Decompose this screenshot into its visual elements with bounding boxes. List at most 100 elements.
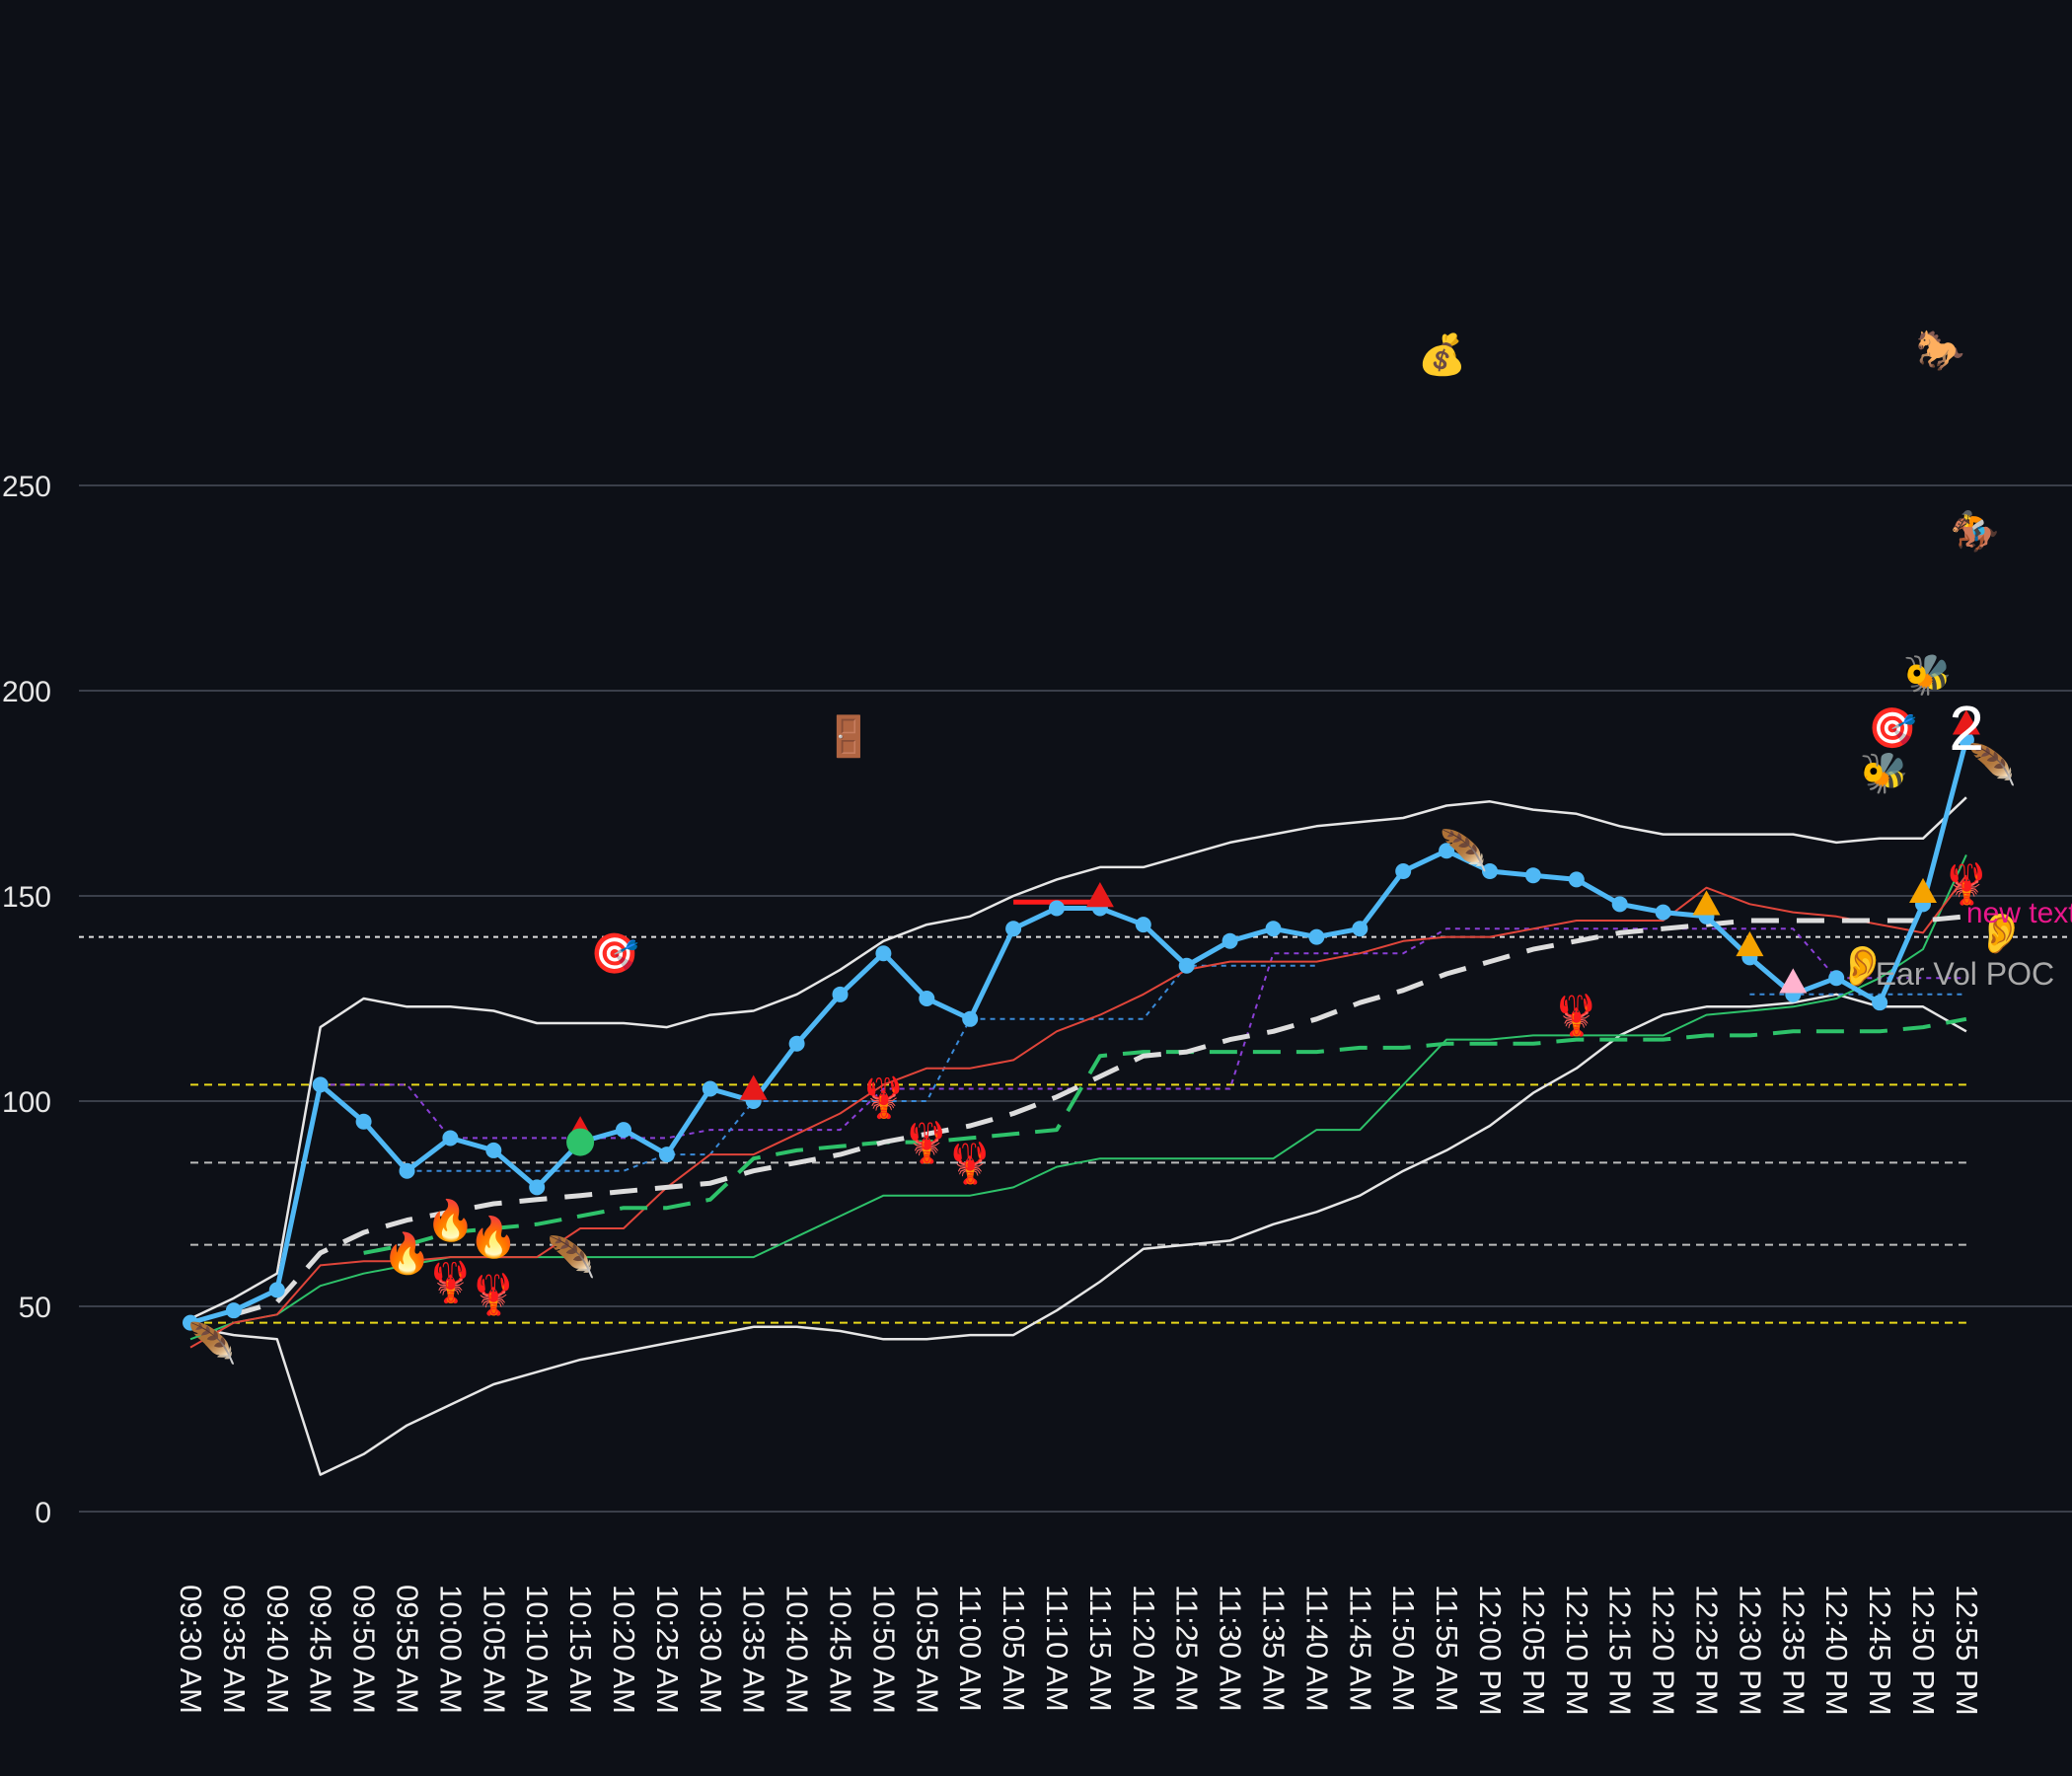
x-tick-label: 09:50 AM xyxy=(347,1585,382,1714)
price-point xyxy=(268,1282,285,1298)
price-point xyxy=(355,1113,372,1130)
x-tick-label: 12:20 PM xyxy=(1647,1585,1681,1716)
annotation-label: 2 xyxy=(1949,693,1984,764)
x-tick-label: 12:15 PM xyxy=(1603,1585,1638,1716)
emoji-annotations: 🪶🪶🪶🪶🔥🔥🔥🦞🦞🦞🦞🦞🦞🦞🎯🎯🚪💰 🐎🏇🐝🐝👂👂 xyxy=(187,329,2026,1368)
price-points xyxy=(183,731,1974,1331)
x-tick-label: 12:50 PM xyxy=(1906,1585,1941,1716)
emoji-marker: 🐎 xyxy=(1916,329,1965,374)
x-tick-label: 11:40 AM xyxy=(1299,1585,1334,1712)
x-tick-label: 11:15 AM xyxy=(1083,1585,1118,1712)
x-tick-label: 12:35 PM xyxy=(1776,1585,1811,1716)
emoji-marker: 🎯 xyxy=(590,931,639,977)
price-point xyxy=(1568,871,1585,888)
price-point xyxy=(962,1010,979,1027)
price-point xyxy=(1611,896,1628,913)
signal-triangle-marker xyxy=(1909,877,1937,904)
emoji-marker: 🔥 xyxy=(383,1230,432,1277)
emoji-marker: 🪶 xyxy=(1967,741,2017,788)
x-tick-label: 12:25 PM xyxy=(1690,1585,1725,1716)
x-tick-label: 11:00 AM xyxy=(953,1585,988,1712)
price-point xyxy=(1655,904,1671,921)
price-point xyxy=(1352,921,1369,937)
emoji-marker: 🦞 xyxy=(1552,993,1601,1039)
x-tick-label: 11:10 AM xyxy=(1040,1585,1074,1712)
x-tick-label: 10:25 AM xyxy=(650,1585,685,1714)
price-point xyxy=(1221,932,1238,949)
series-blue-dotted xyxy=(407,964,1966,1172)
y-tick-label: 50 xyxy=(19,1292,51,1324)
x-tick-label: 11:35 AM xyxy=(1257,1585,1292,1712)
signal-circle-marker xyxy=(566,1128,595,1156)
price-point xyxy=(875,945,892,962)
price-point xyxy=(919,991,935,1006)
series-green-dashed xyxy=(363,1016,1967,1255)
x-tick-label: 10:50 AM xyxy=(866,1585,901,1714)
emoji-marker: 🏇 xyxy=(1951,509,2000,555)
x-tick-label: 11:05 AM xyxy=(997,1585,1031,1712)
emoji-marker: 🦞 xyxy=(902,1120,951,1166)
price-point xyxy=(616,1122,631,1139)
x-tick-label: 11:45 AM xyxy=(1343,1585,1377,1712)
x-tick-label: 11:55 AM xyxy=(1430,1585,1464,1712)
x-tick-label: 11:30 AM xyxy=(1214,1585,1248,1712)
x-tick-label: 10:30 AM xyxy=(694,1585,728,1714)
emoji-marker: 🔥 xyxy=(425,1198,475,1244)
y-tick-label: 250 xyxy=(2,471,51,503)
emoji-marker: 🐝 xyxy=(1902,652,1952,698)
price-point xyxy=(1049,900,1065,917)
emoji-marker: 🦞 xyxy=(1942,861,1991,908)
x-tick-label: 09:55 AM xyxy=(391,1585,425,1714)
x-tick-label: 09:35 AM xyxy=(217,1585,252,1714)
x-tick-label: 12:45 PM xyxy=(1863,1585,1897,1716)
emoji-marker: 🦞 xyxy=(469,1272,518,1318)
price-point xyxy=(1135,917,1151,933)
price-point xyxy=(1178,957,1195,974)
price-point xyxy=(1308,928,1325,945)
price-point xyxy=(1265,921,1282,937)
markers xyxy=(566,709,1980,1156)
y-axis: 0 50 100 150 200 250 xyxy=(2,471,51,1529)
price-point xyxy=(1005,921,1022,937)
price-point xyxy=(832,986,849,1002)
y-tick-label: 0 xyxy=(35,1497,51,1529)
price-point xyxy=(312,1076,329,1093)
emoji-marker: 💰 xyxy=(1418,332,1467,378)
price-point xyxy=(442,1130,459,1147)
signal-triangle-marker xyxy=(1952,709,1980,735)
x-tick-label: 12:40 PM xyxy=(1819,1585,1854,1716)
x-tick-label: 10:20 AM xyxy=(607,1585,641,1714)
price-point xyxy=(788,1035,805,1052)
price-point xyxy=(183,1314,198,1331)
x-tick-label: 09:30 AM xyxy=(174,1585,208,1714)
signal-triangle-marker xyxy=(739,1074,768,1100)
x-tick-label: 11:50 AM xyxy=(1386,1585,1421,1712)
y-tick-label: 200 xyxy=(2,676,51,708)
x-tick-label: 10:55 AM xyxy=(910,1585,944,1714)
price-point xyxy=(1524,867,1541,884)
text-annotations: 2 new text Ear Vol POC xyxy=(1876,693,2072,992)
x-tick-label: 10:35 AM xyxy=(737,1585,772,1714)
x-tick-label: 12:30 PM xyxy=(1733,1585,1767,1716)
signal-triangle-marker xyxy=(1779,968,1808,994)
x-tick-label: 10:40 AM xyxy=(780,1585,815,1714)
emoji-marker: 🐝 xyxy=(1860,751,1909,796)
x-tick-label: 10:45 AM xyxy=(824,1585,858,1714)
signal-triangle-marker xyxy=(1736,930,1764,957)
x-tick-label: 12:55 PM xyxy=(1950,1585,1984,1716)
x-tick-label: 10:15 AM xyxy=(563,1585,598,1714)
emoji-marker: 🪶 xyxy=(187,1319,237,1367)
price-point xyxy=(658,1147,675,1163)
x-tick-label: 12:00 PM xyxy=(1473,1585,1508,1716)
price-point xyxy=(399,1162,415,1179)
x-tick-label: 10:10 AM xyxy=(520,1585,555,1714)
price-point xyxy=(702,1080,718,1097)
signal-triangle-marker xyxy=(1692,890,1721,916)
price-point xyxy=(225,1302,242,1319)
x-tick-label: 09:40 AM xyxy=(260,1585,295,1714)
emoji-marker: 🦞 xyxy=(425,1259,475,1305)
emoji-marker: 🪶 xyxy=(1440,827,1489,874)
reference-lines xyxy=(79,935,2072,1324)
x-tick-label: 12:05 PM xyxy=(1517,1585,1551,1716)
series-upper-band xyxy=(189,796,1967,1320)
